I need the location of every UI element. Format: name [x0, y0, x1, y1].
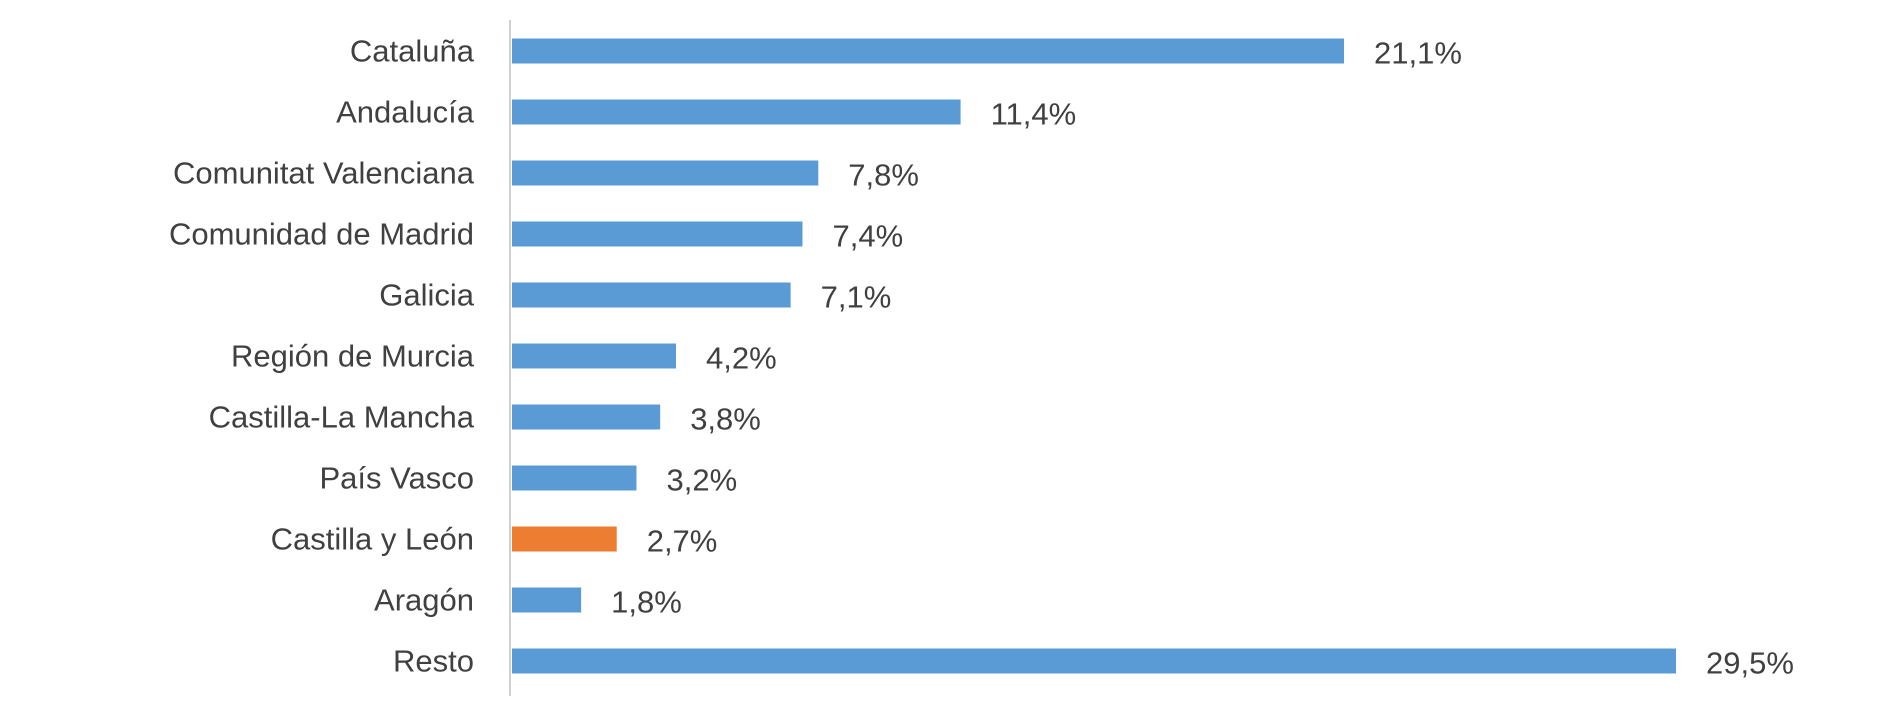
- value-label-castilla-y-leon: 2,7%: [647, 524, 718, 559]
- value-label-resto: 29,5%: [1706, 646, 1794, 681]
- bar-castilla-y-leon: [512, 526, 617, 552]
- category-label-castilla-la-mancha: Castilla-La Mancha: [209, 400, 475, 435]
- category-label-aragon: Aragón: [374, 583, 474, 618]
- bar-comunidad-de-madrid: [512, 221, 803, 247]
- category-label-castilla-y-leon: Castilla y León: [271, 522, 474, 557]
- category-label-galicia: Galicia: [379, 278, 475, 313]
- bar-andalucia: [512, 99, 961, 125]
- category-label-andalucia: Andalucía: [336, 95, 475, 130]
- category-labels-group: Cataluña Andalucía Comunitat Valenciana Com…: [169, 34, 475, 679]
- bar-comunitat-valenciana: [512, 160, 819, 186]
- value-label-comunitat-valenciana: 7,8%: [848, 158, 919, 193]
- value-label-comunidad-de-madrid: 7,4%: [832, 219, 903, 254]
- bars-group: [512, 38, 1676, 674]
- value-label-region-de-murcia: 4,2%: [706, 341, 777, 376]
- category-label-comunitat-valenciana: Comunitat Valenciana: [173, 156, 475, 191]
- category-label-region-de-murcia: Región de Murcia: [231, 339, 475, 374]
- category-label-resto: Resto: [393, 644, 474, 679]
- value-label-castilla-la-mancha: 3,8%: [690, 402, 761, 437]
- category-label-comunidad-de-madrid: Comunidad de Madrid: [169, 217, 474, 252]
- value-label-pais-vasco: 3,2%: [666, 463, 737, 498]
- value-label-aragon: 1,8%: [611, 585, 682, 620]
- bar-resto: [512, 648, 1676, 674]
- value-label-cataluna: 21,1%: [1374, 36, 1462, 71]
- value-label-galicia: 7,1%: [821, 280, 892, 315]
- value-label-andalucia: 11,4%: [991, 97, 1077, 132]
- bar-pais-vasco: [512, 465, 637, 491]
- bar-region-de-murcia: [512, 343, 677, 369]
- bar-cataluna: [512, 38, 1344, 64]
- bar-galicia: [512, 282, 791, 308]
- category-label-cataluna: Cataluña: [350, 34, 475, 69]
- bar-castilla-la-mancha: [512, 404, 661, 430]
- category-label-pais-vasco: País Vasco: [319, 461, 474, 496]
- value-labels-group: 21,1% 11,4% 7,8% 7,4% 7,1% 4,2% 3,8% 3,2% 2,7% 1,…: [611, 36, 1794, 681]
- bar-aragon: [512, 587, 582, 613]
